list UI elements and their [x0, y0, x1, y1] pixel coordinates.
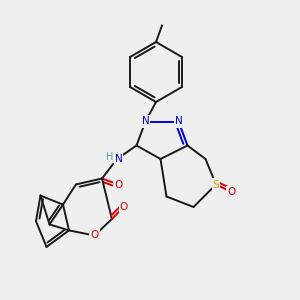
- Text: O: O: [90, 230, 99, 241]
- Text: N: N: [115, 154, 122, 164]
- Text: S: S: [213, 179, 219, 190]
- Text: N: N: [142, 116, 149, 127]
- Text: H: H: [106, 152, 113, 163]
- Text: O: O: [227, 187, 236, 197]
- Text: O: O: [120, 202, 128, 212]
- Text: O: O: [114, 179, 123, 190]
- Text: N: N: [175, 116, 182, 127]
